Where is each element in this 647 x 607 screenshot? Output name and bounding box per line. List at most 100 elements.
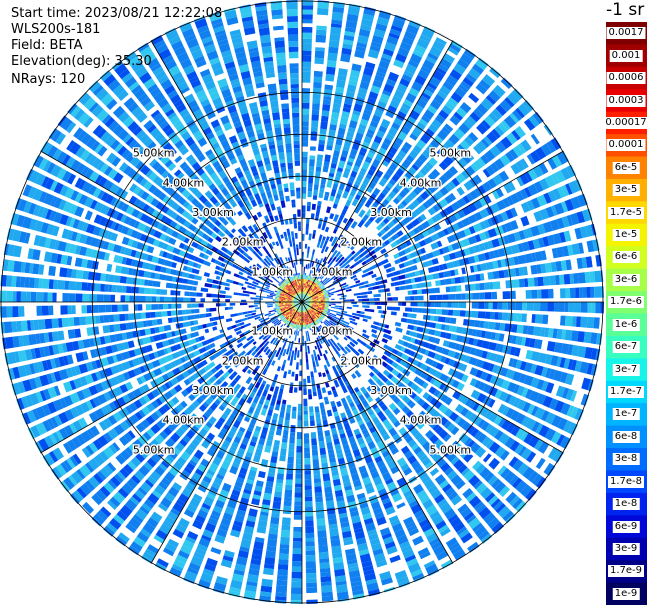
range-gate-cell [361, 112, 371, 122]
range-gate-cell [410, 211, 418, 218]
range-gate-cell [320, 287, 323, 290]
range-gate-cell [324, 305, 327, 307]
range-gate-cell [351, 63, 362, 72]
range-gate-cell [329, 213, 335, 220]
range-gate-cell [394, 223, 402, 231]
range-gate-cell [305, 230, 309, 235]
range-gate-cell [313, 395, 318, 402]
range-gate-cell [303, 287, 305, 290]
range-gate-cell [399, 106, 409, 115]
range-gate-cell [290, 418, 296, 426]
range-gate-cell [320, 300, 323, 302]
range-gate-cell [302, 67, 311, 72]
range-gate-cell [483, 321, 489, 329]
range-gate-cell [312, 459, 320, 467]
range-gate-cell [299, 327, 301, 330]
range-gate-cell [432, 152, 443, 162]
range-gate-cell [474, 234, 482, 243]
range-gate-cell [346, 131, 355, 138]
ray-beam [302, 193, 588, 302]
range-gate-cell [435, 165, 444, 174]
range-gate-cell [369, 205, 376, 212]
range-gate-cell [303, 266, 306, 273]
range-gate-cell [310, 254, 314, 262]
range-gate-cell [448, 294, 456, 300]
range-gate-cell [302, 298, 304, 300]
range-gate-cell [326, 409, 333, 417]
range-gate-cell [319, 289, 322, 292]
range-gate-cell [383, 262, 392, 269]
range-gate-cell [380, 118, 391, 129]
range-gate-cell [369, 309, 375, 313]
range-gate-cell [326, 441, 334, 450]
range-gate-cell [335, 193, 342, 200]
range-gate-cell [393, 89, 405, 100]
range-gate-cell [431, 182, 440, 191]
range-gate-cell [299, 370, 302, 377]
range-gate-cell [274, 434, 281, 441]
range-gate-cell [386, 306, 393, 311]
range-gate-cell [433, 135, 444, 145]
range-gate-cell [355, 263, 363, 270]
range-gate-cell [320, 408, 326, 416]
range-gate-cell [312, 287, 315, 290]
range-gate-cell [392, 306, 401, 311]
range-gate-cell [322, 296, 325, 298]
range-gate-cell [306, 300, 309, 301]
range-gate-cell [318, 278, 321, 281]
range-gate-cell [263, 567, 274, 576]
range-gate-cell [312, 254, 317, 262]
range-gate-cell [321, 276, 326, 281]
range-gate-cell [377, 205, 384, 212]
range-gate-cell [442, 294, 449, 300]
range-gate-cell [315, 290, 318, 292]
range-gate-cell [527, 183, 539, 196]
range-gate-cell [312, 93, 321, 100]
range-gate-cell [308, 299, 311, 301]
range-gate-cell [393, 302, 399, 306]
range-gate-cell [307, 324, 309, 327]
range-gate-cell [594, 286, 602, 298]
range-gate-cell [314, 275, 317, 279]
ray-beam [302, 88, 524, 302]
range-gate-cell [479, 196, 488, 207]
range-gate-cell [491, 291, 498, 300]
range-gate-cell [576, 316, 581, 328]
range-gate-cell [331, 300, 338, 302]
range-gate-cell [289, 432, 296, 437]
range-gate-cell [337, 299, 344, 302]
range-gate-cell [308, 280, 310, 283]
range-gate-cell [311, 444, 318, 450]
range-gate-cell [269, 462, 277, 470]
range-gate-cell [561, 184, 570, 197]
range-gate-cell [280, 384, 285, 390]
range-gate-cell [362, 249, 369, 256]
range-gate-cell [319, 279, 322, 282]
range-gate-cell [270, 398, 276, 407]
range-gate-cell [303, 322, 305, 325]
range-gate-cell [396, 312, 404, 317]
range-gate-cell [437, 129, 448, 141]
range-gate-cell [306, 587, 318, 594]
range-gate-cell [467, 235, 478, 245]
range-gate-cell [503, 115, 517, 128]
range-gate-cell [399, 285, 406, 291]
range-gate-cell [443, 169, 454, 181]
range-gate-cell [286, 404, 292, 409]
range-gate-cell [423, 302, 428, 307]
range-gate-cell [308, 353, 311, 359]
range-gate-cell [416, 283, 421, 289]
range-gate-cell [531, 197, 541, 209]
range-gate-cell [510, 163, 521, 175]
range-gate-cell [305, 568, 317, 574]
ray-beam [302, 32, 450, 302]
range-gate-cell [292, 553, 302, 562]
range-gate-cell [307, 345, 310, 351]
range-gate-cell [374, 216, 383, 224]
range-gate-cell [345, 211, 352, 220]
range-gate-cell [294, 347, 298, 352]
range-gate-cell [302, 366, 306, 372]
range-gate-cell [326, 288, 329, 291]
range-gate-cell [419, 213, 427, 221]
range-gate-cell [320, 295, 323, 297]
